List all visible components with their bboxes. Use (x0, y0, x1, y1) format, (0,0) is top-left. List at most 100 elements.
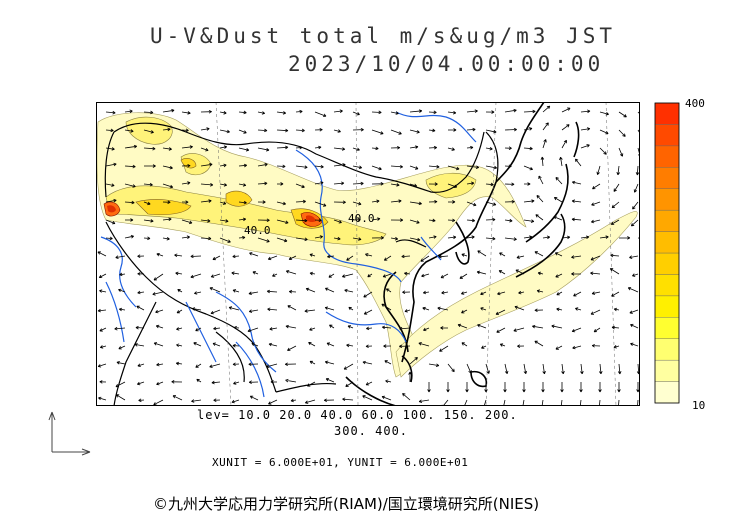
wind-arrow (609, 268, 620, 275)
wind-arrow (409, 201, 422, 206)
wind-arrow (523, 165, 534, 171)
wind-arrow (193, 342, 202, 347)
wind-arrow (466, 201, 477, 207)
wind-arrow (461, 342, 468, 347)
wind-arrow (637, 129, 640, 137)
wind-arrow (238, 163, 248, 168)
contour-levels: lev= 10.0 20.0 40.0 60.0 100. 150. 200. (197, 408, 518, 422)
wind-arrow (497, 291, 506, 296)
wind-arrow (143, 129, 154, 134)
wind-arrow (591, 219, 601, 224)
wind-arrow (610, 219, 620, 225)
wind-arrow (495, 309, 506, 315)
wind-arrow (610, 253, 620, 258)
wind-arrow (314, 111, 327, 117)
wind-arrow (248, 380, 259, 384)
wind-arrow (175, 361, 183, 366)
wind-arrow (390, 199, 402, 203)
wind-arrow (105, 198, 117, 203)
wind-arrow (116, 361, 126, 365)
wind-arrow (555, 273, 563, 278)
wind-arrow (177, 289, 183, 293)
wind-arrow (382, 273, 392, 278)
wind-arrow (617, 363, 622, 375)
wind-arrow (555, 177, 563, 185)
wind-arrow (428, 128, 436, 133)
wind-arrow (99, 345, 107, 349)
wind-arrow (162, 183, 174, 189)
wind-arrow (447, 363, 455, 373)
wind-arrow (399, 326, 411, 331)
wind-arrow (153, 342, 164, 347)
wind-arrow (172, 395, 183, 401)
wind-arrow (266, 289, 278, 294)
wind-arrow (422, 290, 430, 295)
wind-arrow (504, 164, 512, 169)
wind-arrow (598, 382, 602, 393)
wind-arrow (308, 342, 316, 347)
wind-arrow (571, 327, 582, 333)
wind-arrow (219, 145, 228, 149)
wind-arrow (287, 345, 297, 351)
wind-arrow (276, 111, 287, 115)
wind-arrow (484, 382, 488, 393)
wind-arrow (190, 254, 202, 259)
wind-arrow (105, 147, 115, 151)
wind-arrow (238, 110, 247, 115)
wind-arrow (571, 217, 582, 222)
wind-arrow (267, 255, 278, 261)
wind-arrow (333, 147, 346, 151)
wind-arrow (466, 181, 475, 186)
wind-arrow (143, 182, 153, 187)
wind-arrow (461, 253, 468, 257)
wind-arrow (365, 253, 373, 257)
wind-arrow (323, 398, 335, 402)
wind-arrow (257, 218, 270, 223)
wind-arrow (613, 307, 620, 312)
wind-arrow (200, 218, 211, 223)
wind-arrow (580, 235, 590, 240)
wind-arrow (591, 343, 601, 348)
wind-arrow (523, 235, 533, 239)
wind-arrow (616, 165, 621, 176)
wind-arrow (137, 290, 145, 295)
wind-arrow (333, 236, 341, 241)
wind-arrow (457, 323, 468, 329)
wind-arrow (461, 291, 468, 295)
wind-arrow (538, 175, 544, 185)
wind-arrow (213, 326, 221, 331)
wind-arrow (381, 303, 392, 311)
wind-arrow (611, 201, 620, 209)
wind-arrow (257, 200, 266, 204)
wind-arrow (571, 255, 582, 259)
wind-arrow (247, 327, 259, 333)
wind-arrow (212, 342, 221, 347)
wind-arrow (174, 253, 183, 258)
wind-arrow (390, 129, 402, 135)
unit-scale: XUNIT = 6.000E+01, YUNIT = 6.000E+01 (212, 456, 469, 469)
wind-arrow (551, 324, 563, 329)
wind-arrow (404, 309, 411, 313)
wind-arrow (309, 360, 316, 365)
colorbar-swatch (654, 252, 680, 275)
wind-arrow (580, 109, 591, 114)
wind-arrow (219, 110, 227, 115)
wind-arrow (618, 111, 627, 118)
wind-arrow (371, 129, 384, 135)
colorbar-swatch (654, 124, 680, 147)
wind-arrow (200, 162, 213, 167)
wind-arrow (618, 147, 624, 157)
wind-arrow (211, 380, 221, 385)
wind-arrow (428, 218, 436, 223)
wind-arrow (295, 237, 308, 242)
wind-arrow (352, 111, 360, 116)
wind-arrow (333, 181, 345, 186)
wind-arrow (200, 109, 212, 114)
wind-arrow (542, 122, 549, 131)
wind-arrow (257, 237, 270, 243)
wind-arrow (105, 236, 113, 241)
wind-arrow (441, 290, 449, 295)
wind-arrow (580, 127, 591, 131)
wind-arrow (499, 343, 506, 347)
wind-arrow (348, 306, 354, 311)
